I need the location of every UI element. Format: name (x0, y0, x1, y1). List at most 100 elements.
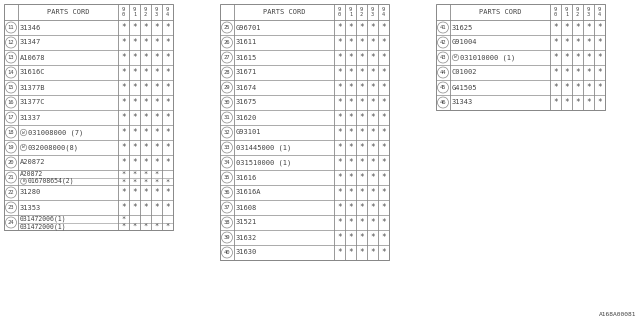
Text: *: * (143, 83, 148, 92)
Text: 0: 0 (338, 12, 341, 17)
Text: *: * (337, 143, 342, 152)
Text: *: * (165, 23, 170, 32)
Text: *: * (165, 188, 170, 197)
Text: 12: 12 (8, 40, 14, 45)
Text: *: * (337, 98, 342, 107)
Text: 31521: 31521 (236, 220, 257, 226)
Text: 25: 25 (224, 25, 230, 30)
Text: *: * (586, 98, 591, 107)
Bar (436, 4, 605, 110)
Text: A20872: A20872 (20, 159, 45, 165)
Text: 9: 9 (155, 7, 158, 12)
Text: *: * (121, 158, 126, 167)
Text: 031472006(1): 031472006(1) (20, 215, 67, 222)
Text: PARTS CORD: PARTS CORD (479, 9, 521, 15)
Text: 31615: 31615 (236, 54, 257, 60)
Text: 9: 9 (133, 7, 136, 12)
Text: *: * (586, 38, 591, 47)
Text: 3: 3 (587, 12, 590, 17)
Text: *: * (597, 38, 602, 47)
Text: PARTS CORD: PARTS CORD (263, 9, 305, 15)
Text: *: * (165, 113, 170, 122)
Text: *: * (337, 248, 342, 257)
Text: 31671: 31671 (236, 69, 257, 76)
Text: *: * (348, 68, 353, 77)
Text: *: * (359, 53, 364, 62)
Text: *: * (348, 233, 353, 242)
Text: *: * (348, 188, 353, 197)
Text: *: * (564, 83, 569, 92)
Text: *: * (348, 158, 353, 167)
Text: *: * (381, 23, 386, 32)
Text: 24: 24 (8, 220, 14, 225)
Text: 4: 4 (598, 12, 601, 17)
Text: *: * (143, 128, 148, 137)
Text: 9: 9 (554, 7, 557, 12)
Text: 39: 39 (224, 235, 230, 240)
Text: *: * (575, 23, 580, 32)
Text: *: * (154, 53, 159, 62)
Text: *: * (132, 83, 137, 92)
Text: *: * (165, 98, 170, 107)
Text: *: * (381, 158, 386, 167)
Text: *: * (143, 178, 148, 184)
Text: *: * (121, 143, 126, 152)
Text: *: * (132, 68, 137, 77)
Text: 31353: 31353 (20, 204, 41, 211)
Text: 9: 9 (166, 7, 169, 12)
Text: *: * (359, 248, 364, 257)
Text: *: * (132, 113, 137, 122)
Text: *: * (143, 143, 148, 152)
Text: 33: 33 (224, 145, 230, 150)
Text: *: * (597, 68, 602, 77)
Text: W: W (22, 131, 25, 134)
Text: *: * (381, 233, 386, 242)
Text: 42: 42 (440, 40, 446, 45)
Text: *: * (348, 98, 353, 107)
Text: *: * (359, 98, 364, 107)
Text: *: * (381, 248, 386, 257)
Text: *: * (359, 203, 364, 212)
Text: 1: 1 (133, 12, 136, 17)
Text: 0: 0 (554, 12, 557, 17)
Text: *: * (370, 143, 375, 152)
Text: 9: 9 (587, 7, 590, 12)
Text: *: * (165, 143, 170, 152)
Text: *: * (165, 128, 170, 137)
Text: *: * (370, 188, 375, 197)
Text: 17: 17 (8, 115, 14, 120)
Text: 31616A: 31616A (236, 189, 262, 196)
Text: *: * (575, 68, 580, 77)
Text: 46: 46 (440, 100, 446, 105)
Text: 1: 1 (349, 12, 352, 17)
Text: *: * (143, 68, 148, 77)
Text: *: * (337, 38, 342, 47)
Text: 31343: 31343 (452, 100, 473, 106)
Text: *: * (359, 143, 364, 152)
Text: *: * (121, 83, 126, 92)
Text: 35: 35 (224, 175, 230, 180)
Text: *: * (143, 203, 148, 212)
Text: *: * (370, 128, 375, 137)
Text: *: * (381, 98, 386, 107)
Text: 40: 40 (224, 250, 230, 255)
Text: 45: 45 (440, 85, 446, 90)
Text: *: * (575, 98, 580, 107)
Text: 031472000(1): 031472000(1) (20, 223, 67, 229)
Text: 2: 2 (360, 12, 363, 17)
Text: *: * (337, 113, 342, 122)
Text: *: * (370, 203, 375, 212)
Text: *: * (370, 38, 375, 47)
Text: 31280: 31280 (20, 189, 41, 196)
Text: *: * (348, 218, 353, 227)
Text: 31620: 31620 (236, 115, 257, 121)
Text: *: * (381, 173, 386, 182)
Text: *: * (381, 68, 386, 77)
Text: 19: 19 (8, 145, 14, 150)
Text: 4: 4 (382, 12, 385, 17)
Text: *: * (586, 68, 591, 77)
Text: 31630: 31630 (236, 250, 257, 255)
Text: A10678: A10678 (20, 54, 45, 60)
Text: 3: 3 (371, 12, 374, 17)
Text: *: * (370, 173, 375, 182)
